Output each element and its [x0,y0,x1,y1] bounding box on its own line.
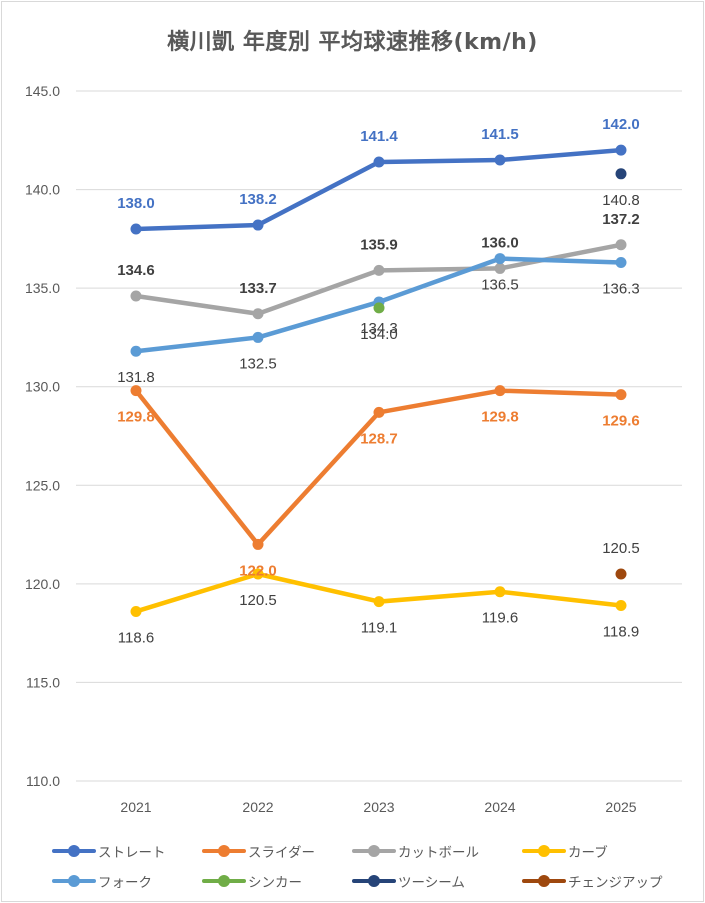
legend-label: スライダー [248,845,315,861]
data-point [252,308,264,320]
chart-legend: ストレート スライダー カットボール カーブ フォーク シンカー ツーシーム [52,838,692,898]
x-tick-label: 2022 [242,799,273,815]
x-tick-label: 2021 [120,799,151,815]
legend-item-sinker: シンカー [202,868,302,894]
data-point [252,219,264,231]
y-tick-label: 145.0 [25,83,60,99]
legend-swatch-icon [522,874,566,888]
legend-swatch-icon [52,874,96,888]
data-point [130,385,142,397]
x-tick-label: 2024 [484,799,515,815]
data-point [494,385,506,397]
data-point [373,302,385,314]
legend-row: ストレート スライダー カットボール カーブ [52,838,692,868]
data-label: 140.8 [602,192,640,209]
legend-label: フォーク [98,875,152,891]
data-label: 141.4 [360,128,398,145]
data-label: 118.6 [118,629,154,646]
y-tick-label: 120.0 [25,576,60,592]
data-point [615,389,627,401]
legend-item-changeup: チェンジアップ [522,868,663,894]
data-label: 133.7 [239,280,277,297]
data-label: 134.6 [117,262,155,279]
legend-item-fork: フォーク [52,868,152,894]
chart-title: 横川凱 年度別 平均球速推移(km/h) [167,30,538,55]
data-label: 129.8 [481,409,519,426]
data-point [252,568,264,580]
data-point [615,600,627,612]
data-label: 122.0 [239,562,277,579]
data-point [252,538,264,550]
data-point [494,253,506,265]
legend-item-curve: カーブ [522,838,608,864]
data-label: 138.2 [239,191,277,208]
legend-item-straight: ストレート [52,838,166,864]
legend-item-slider: スライダー [202,838,315,864]
data-label: 129.8 [117,409,155,426]
data-point [494,262,506,274]
data-point [373,156,385,168]
data-point [130,290,142,302]
data-label: 136.0 [481,234,519,251]
data-point [615,568,627,580]
legend-swatch-icon [202,874,246,888]
data-point [373,406,385,418]
data-label: 141.5 [481,126,519,143]
y-tick-label: 110.0 [26,773,60,789]
data-label: 138.0 [117,195,155,212]
legend-row: フォーク シンカー ツーシーム チェンジアップ [52,868,692,898]
data-label: 137.2 [602,211,640,228]
data-point [615,168,627,180]
data-point [130,223,142,235]
y-tick-label: 115.0 [26,674,60,690]
legend-label: カーブ [568,845,608,861]
data-point [494,154,506,166]
data-label: 132.5 [239,355,277,372]
data-label: 129.6 [602,413,640,430]
data-point [130,605,142,617]
data-point [494,586,506,598]
data-point [252,331,264,343]
data-point [615,257,627,269]
data-label: 134.3 [360,320,398,337]
data-label: 142.0 [602,116,640,133]
data-label: 136.3 [602,281,640,298]
x-tick-label: 2023 [363,799,394,815]
data-point [615,144,627,156]
data-label: 135.9 [360,236,398,253]
legend-swatch-icon [352,874,396,888]
data-label: 118.9 [603,624,639,641]
legend-swatch-icon [52,844,96,858]
legend-swatch-icon [352,844,396,858]
data-label: 131.8 [117,369,155,386]
data-point [130,345,142,357]
legend-label: チェンジアップ [568,875,663,891]
legend-item-twoseam: ツーシーム [352,868,465,894]
legend-swatch-icon [202,844,246,858]
data-label: 119.6 [482,610,518,627]
data-point [373,596,385,608]
data-point [373,264,385,276]
y-tick-label: 130.0 [25,379,60,395]
data-label: 119.1 [361,620,397,637]
legend-label: ツーシーム [398,875,465,891]
data-label: 128.7 [360,430,398,447]
y-tick-label: 140.0 [25,182,60,198]
legend-label: ストレート [98,845,166,861]
y-tick-label: 125.0 [25,477,60,493]
legend-label: シンカー [248,875,302,891]
legend-item-cutball: カットボール [352,838,479,864]
y-tick-label: 135.0 [25,280,60,296]
data-point [615,239,627,251]
data-label: 134.0 [360,326,398,343]
legend-swatch-icon [522,844,566,858]
legend-label: カットボール [398,845,479,861]
x-tick-label: 2025 [605,799,636,815]
data-label: 120.5 [239,592,277,609]
data-label: 136.5 [481,277,519,294]
data-label: 120.5 [602,540,640,557]
